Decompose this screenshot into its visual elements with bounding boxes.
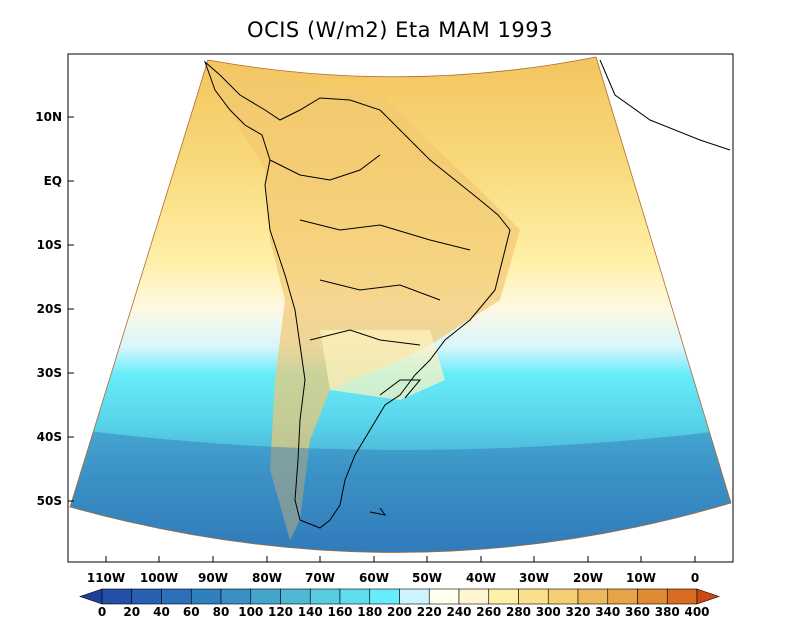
colorbar-label: 100 <box>238 605 263 618</box>
plot-frame <box>67 53 734 563</box>
colorbar-label: 260 <box>476 605 501 618</box>
lon-label: 80W <box>252 571 282 585</box>
colorbar-segment <box>131 588 162 605</box>
colorbar-segment <box>190 588 222 605</box>
colorbar-segment <box>577 588 609 605</box>
lat-label: EQ <box>44 174 62 188</box>
colorbar-segment <box>428 588 460 605</box>
colorbar-label: 40 <box>153 605 170 618</box>
domain-outline <box>69 56 732 553</box>
lon-label: 40W <box>466 571 496 585</box>
lat-label: 10N <box>35 110 62 124</box>
coastlines <box>203 59 731 529</box>
colorbar-segment <box>280 588 311 605</box>
lat-label: 50S <box>37 494 62 508</box>
colorbar-segment <box>518 588 549 605</box>
colorbar-segment <box>399 588 430 605</box>
colorbar-label: 180 <box>357 605 382 618</box>
colorbar-label: 200 <box>387 605 412 618</box>
colorbar-segment <box>339 588 371 605</box>
colorbar-label: 160 <box>327 605 352 618</box>
colorbar-segment <box>547 588 579 605</box>
colorbar-segment <box>309 588 341 605</box>
shaded-field <box>70 57 731 553</box>
colorbar-label: 400 <box>684 605 709 618</box>
colorbar-segment <box>220 588 252 605</box>
colorbar-segment <box>250 588 281 605</box>
lat-label: 30S <box>37 366 62 380</box>
colorbar-arrow-high <box>696 588 720 605</box>
colorbar-segment <box>607 588 638 605</box>
lon-label: 50W <box>412 571 442 585</box>
colorbar-label: 380 <box>655 605 680 618</box>
colorbar-segment <box>161 588 192 605</box>
lat-label: 20S <box>37 302 62 316</box>
colorbar-label: 320 <box>565 605 590 618</box>
colorbar-segment <box>369 588 400 605</box>
colorbar-label: 300 <box>536 605 561 618</box>
lat-axis: 10N EQ 10S 20S 30S 40S 50S <box>35 110 74 508</box>
lon-label: 110W <box>87 571 125 585</box>
colorbar-label: 340 <box>595 605 620 618</box>
colorbar-label: 140 <box>298 605 323 618</box>
colorbar-label: 0 <box>98 605 106 618</box>
lon-axis: 110W 100W 90W 80W 70W 60W 50W 40W 30W 20… <box>87 556 699 585</box>
colorbar-segment <box>488 588 519 605</box>
lon-label: 70W <box>305 571 335 585</box>
colorbar-label: 80 <box>213 605 230 618</box>
colorbar-label: 120 <box>268 605 293 618</box>
colorbar-label: 240 <box>446 605 471 618</box>
lat-label: 10S <box>37 238 62 252</box>
colorbar-label: 20 <box>123 605 140 618</box>
lon-label: 0 <box>691 571 699 585</box>
lat-label: 40S <box>37 430 62 444</box>
colorbar-label: 280 <box>506 605 531 618</box>
colorbar-label: 360 <box>625 605 650 618</box>
colorbar-label: 60 <box>183 605 200 618</box>
colorbar-label: 220 <box>417 605 442 618</box>
colorbar-segment <box>666 588 698 605</box>
lon-label: 100W <box>140 571 178 585</box>
map-title: OCIS (W/m2) Eta MAM 1993 <box>247 18 553 42</box>
lon-label: 90W <box>198 571 228 585</box>
lon-label: 20W <box>573 571 603 585</box>
colorbar-arrow-low <box>79 588 103 605</box>
colorbar-segment <box>458 588 490 605</box>
colorbar-segment <box>637 588 668 605</box>
colorbar: 0 20 40 60 80 100 120 140 160 180 200 220 240 260 280 3… <box>79 588 720 618</box>
colorbar-segment <box>101 588 133 605</box>
lon-label: 30W <box>519 571 549 585</box>
lon-label: 60W <box>359 571 389 585</box>
lon-label: 10W <box>626 571 656 585</box>
